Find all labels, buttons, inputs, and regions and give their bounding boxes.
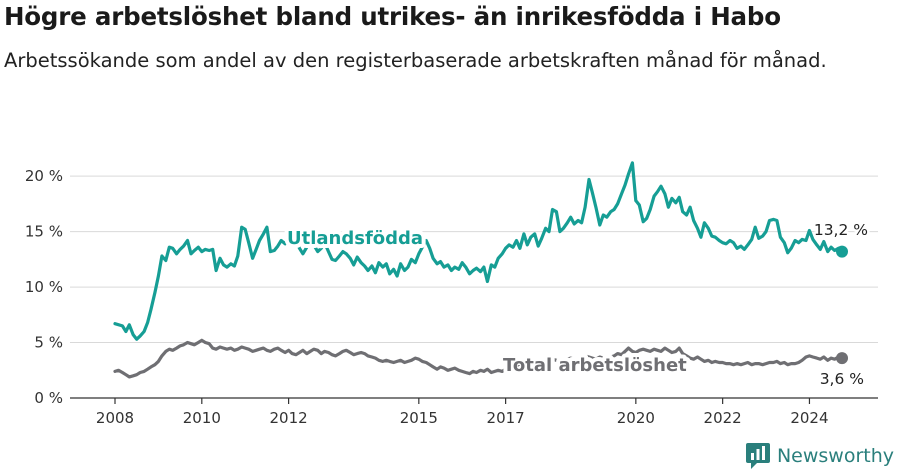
end-point-total (836, 352, 848, 365)
series-line-total (113, 338, 844, 379)
newsworthy-brand: Newsworthy (745, 442, 894, 470)
brand-name: Newsworthy (776, 445, 894, 467)
end-value-utlandsfodda-halo: 13,2 % (814, 221, 868, 239)
y-gridlines (70, 175, 878, 344)
end-value-total: 3,6 % (820, 370, 864, 388)
y-tick-label: 15 % (25, 223, 63, 241)
x-axis: 2008 2010 2012 2015 2017 2020 2022 2024 (70, 397, 878, 427)
end-point-utlandsfodda (836, 245, 848, 258)
end-value-utlandsfodda: 13,2 % (814, 221, 868, 239)
x-tick-label: 2020 (617, 409, 655, 427)
series-label-utlandsfodda: Utlandsfödda (287, 228, 423, 249)
y-axis-tick-labels: 0 % 5 % 10 % 15 % 20 % (25, 167, 63, 407)
chart-subtitle: Arbetssökande som andel av den registerb… (4, 49, 827, 72)
x-tick-label: 2017 (487, 409, 525, 427)
x-tick-label: 2015 (400, 409, 438, 427)
y-tick-label: 10 % (25, 278, 63, 296)
series-label-utlandsfodda-halo: Utlandsfödda (287, 228, 423, 249)
series-lines (113, 161, 848, 379)
series-line-utlandsfodda (113, 161, 844, 341)
newsworthy-logo-icon (745, 443, 770, 469)
y-tick-label: 0 % (34, 389, 63, 407)
series-label-total-halo: Total arbetslöshet (503, 355, 687, 376)
series-label-total: Total arbetslöshet (503, 355, 687, 376)
x-tick-label: 2012 (270, 409, 308, 427)
x-tick-label: 2022 (704, 409, 742, 427)
x-tick-label: 2024 (790, 409, 828, 427)
y-tick-label: 5 % (34, 334, 63, 352)
x-tick-label: 2008 (96, 409, 134, 427)
x-tick-label: 2010 (183, 409, 221, 427)
chart-title: Högre arbetslöshet bland utrikes- än inr… (4, 2, 781, 31)
y-tick-label: 20 % (25, 167, 63, 185)
